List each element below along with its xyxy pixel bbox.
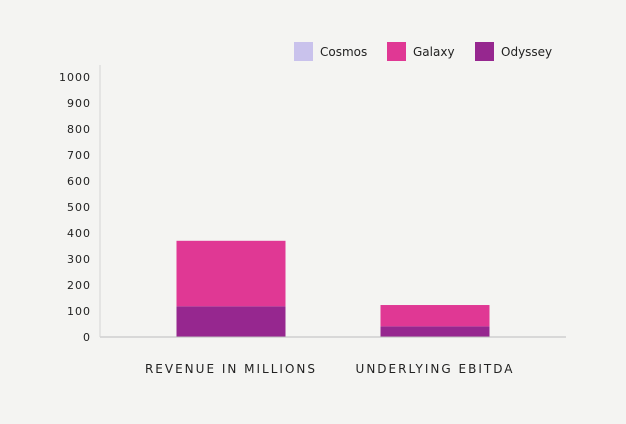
x-axis-labels: REVENUE IN MILLIONS UNDERLYING EBITDA <box>145 362 515 376</box>
bars <box>176 240 490 337</box>
y-tick-label: 400 <box>67 227 91 240</box>
bar-galaxy-1 <box>176 240 286 307</box>
legend-label-cosmos: Cosmos <box>320 45 367 59</box>
bar-odyssey-2 <box>380 326 490 337</box>
legend-swatch-galaxy <box>387 42 406 61</box>
x-category-label: REVENUE IN MILLIONS <box>145 362 317 376</box>
y-axis-ticks: 0 100 200 300 400 500 600 700 800 900 1000 <box>59 71 91 344</box>
legend-label-galaxy: Galaxy <box>413 45 455 59</box>
y-tick-label: 800 <box>67 123 91 136</box>
bar-galaxy-2 <box>380 305 490 327</box>
legend: Cosmos Galaxy Odyssey <box>294 42 552 61</box>
y-tick-label: 600 <box>67 175 91 188</box>
legend-swatch-odyssey <box>475 42 494 61</box>
y-tick-label: 300 <box>67 253 91 266</box>
y-tick-label: 100 <box>67 305 91 318</box>
y-tick-label: 700 <box>67 149 91 162</box>
legend-swatch-cosmos <box>294 42 313 61</box>
bar-odyssey-1 <box>176 306 286 337</box>
y-tick-label: 1000 <box>59 71 91 84</box>
y-tick-label: 0 <box>83 331 91 344</box>
y-tick-label: 200 <box>67 279 91 292</box>
x-category-label: UNDERLYING EBITDA <box>356 362 515 376</box>
y-tick-label: 900 <box>67 97 91 110</box>
y-tick-label: 500 <box>67 201 91 214</box>
legend-label-odyssey: Odyssey <box>501 45 552 59</box>
